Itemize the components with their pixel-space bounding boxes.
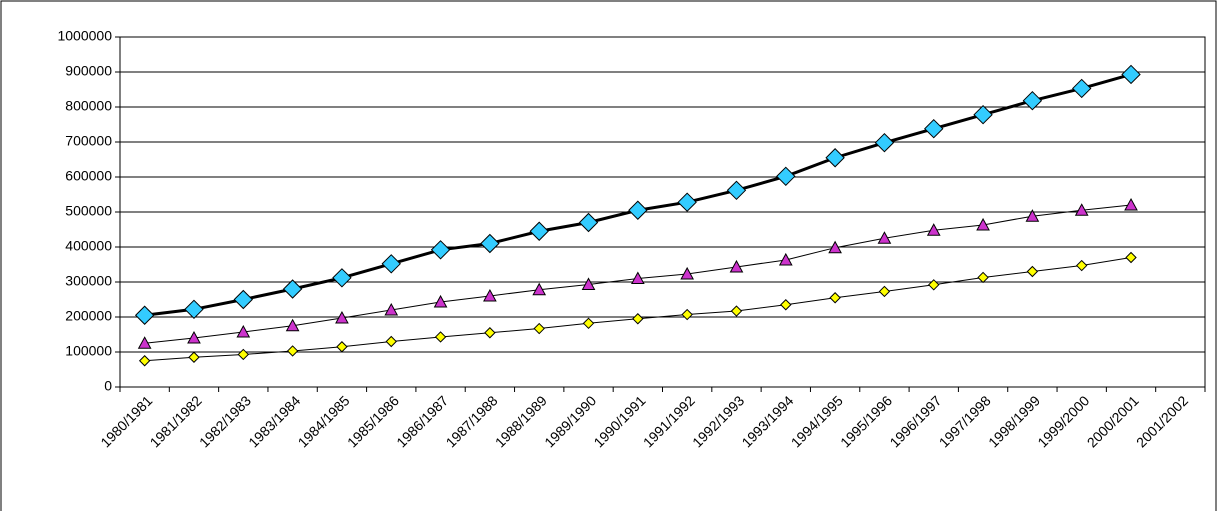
point (582, 317, 595, 330)
point (1124, 197, 1138, 211)
point (434, 331, 447, 343)
point (680, 266, 695, 280)
y-tick-label: 1000000 (57, 28, 112, 44)
point (381, 254, 401, 274)
point (533, 322, 545, 335)
point (1074, 203, 1089, 216)
point (976, 217, 990, 231)
point (1121, 64, 1141, 85)
point (825, 148, 845, 168)
point (977, 271, 989, 284)
point (285, 318, 300, 332)
point (236, 325, 251, 338)
point (776, 166, 796, 187)
point (237, 348, 250, 361)
y-tick-label: 100000 (65, 343, 112, 359)
point (829, 292, 841, 304)
y-tick-label: 200000 (65, 308, 112, 324)
point (286, 345, 299, 357)
point (630, 271, 645, 284)
point (681, 308, 693, 321)
point (335, 311, 349, 324)
y-tick-label: 500000 (65, 203, 112, 219)
point (529, 221, 549, 241)
point (430, 240, 451, 260)
point (385, 335, 397, 348)
point (780, 299, 792, 311)
point (233, 289, 254, 310)
y-tick-label: 800000 (65, 98, 112, 114)
point (878, 285, 891, 298)
point (134, 305, 155, 325)
y-tick-label: 700000 (65, 133, 112, 149)
point (874, 132, 895, 153)
point (484, 327, 496, 339)
point (188, 351, 200, 363)
point (138, 355, 151, 367)
point (1071, 78, 1092, 99)
point (730, 305, 743, 317)
point (483, 288, 497, 302)
point (184, 299, 204, 320)
point (926, 223, 941, 236)
point (332, 268, 352, 288)
point (532, 282, 547, 296)
point (778, 252, 793, 266)
y-tick-label: 400000 (65, 238, 112, 254)
point (1026, 265, 1039, 278)
point (877, 231, 892, 244)
point (828, 240, 842, 254)
y-tick-label: 0 (104, 378, 112, 394)
point (581, 277, 596, 290)
point (1025, 209, 1040, 222)
point (1075, 259, 1088, 272)
point (137, 336, 152, 349)
point (480, 233, 500, 254)
point (1125, 251, 1137, 264)
point (1022, 90, 1043, 111)
point (187, 330, 201, 344)
point (729, 259, 744, 273)
point (433, 294, 448, 308)
point (677, 192, 697, 212)
y-tick-label: 900000 (65, 63, 112, 79)
point (336, 341, 348, 353)
point (628, 200, 648, 220)
y-tick-label: 600000 (65, 168, 112, 184)
point (928, 279, 940, 291)
point (973, 104, 993, 125)
y-tick-label: 300000 (65, 273, 112, 289)
point (924, 118, 944, 139)
point (726, 180, 747, 201)
point (384, 302, 399, 316)
point (282, 279, 303, 299)
point (632, 313, 644, 325)
point (578, 212, 599, 233)
